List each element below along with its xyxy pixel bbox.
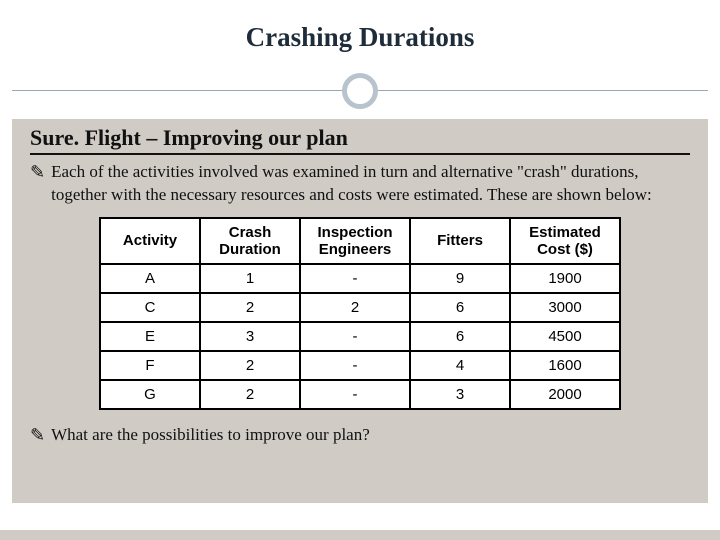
cell: - xyxy=(300,264,410,293)
cell: 4500 xyxy=(510,322,620,351)
table-row: G 2 - 3 2000 xyxy=(100,380,620,409)
table-row: C 2 2 6 3000 xyxy=(100,293,620,322)
col-header-inspection: Inspection Engineers xyxy=(300,218,410,264)
cell: 6 xyxy=(410,293,510,322)
question-text: What are the possibilities to improve ou… xyxy=(51,424,370,447)
cell: 9 xyxy=(410,264,510,293)
bullet-icon: ✎ xyxy=(30,424,45,447)
cell: 3 xyxy=(410,380,510,409)
cell: 1600 xyxy=(510,351,620,380)
cell: 3000 xyxy=(510,293,620,322)
cell: C xyxy=(100,293,200,322)
cell: 2000 xyxy=(510,380,620,409)
cell: - xyxy=(300,380,410,409)
table-row: E 3 - 6 4500 xyxy=(100,322,620,351)
bottom-bar xyxy=(0,530,720,540)
divider xyxy=(0,71,720,111)
cell: 2 xyxy=(200,293,300,322)
divider-circle-icon xyxy=(342,73,378,109)
slide: Crashing Durations Sure. Flight – Improv… xyxy=(0,0,720,540)
crash-table: Activity Crash Duration Inspection Engin… xyxy=(99,217,621,410)
cell: F xyxy=(100,351,200,380)
col-header-cost: Estimated Cost ($) xyxy=(510,218,620,264)
table-container: Activity Crash Duration Inspection Engin… xyxy=(30,217,690,410)
cell: G xyxy=(100,380,200,409)
cell: 2 xyxy=(300,293,410,322)
table-header-row: Activity Crash Duration Inspection Engin… xyxy=(100,218,620,264)
bullet-item: ✎ What are the possibilities to improve … xyxy=(30,424,690,447)
cell: 1 xyxy=(200,264,300,293)
page-title: Crashing Durations xyxy=(0,0,720,71)
col-header-activity: Activity xyxy=(100,218,200,264)
cell: 2 xyxy=(200,351,300,380)
col-header-fitters: Fitters xyxy=(410,218,510,264)
cell: - xyxy=(300,322,410,351)
col-header-crash: Crash Duration xyxy=(200,218,300,264)
paragraph-text: Each of the activities involved was exam… xyxy=(51,161,690,207)
cell: 1900 xyxy=(510,264,620,293)
table-row: A 1 - 9 1900 xyxy=(100,264,620,293)
content-panel: Sure. Flight – Improving our plan ✎ Each… xyxy=(12,119,708,503)
subtitle: Sure. Flight – Improving our plan xyxy=(30,125,690,155)
cell: 3 xyxy=(200,322,300,351)
bullet-item: ✎ Each of the activities involved was ex… xyxy=(30,161,690,207)
cell: E xyxy=(100,322,200,351)
cell: - xyxy=(300,351,410,380)
cell: 4 xyxy=(410,351,510,380)
cell: 6 xyxy=(410,322,510,351)
cell: A xyxy=(100,264,200,293)
table-row: F 2 - 4 1600 xyxy=(100,351,620,380)
cell: 2 xyxy=(200,380,300,409)
bullet-icon: ✎ xyxy=(30,161,45,184)
